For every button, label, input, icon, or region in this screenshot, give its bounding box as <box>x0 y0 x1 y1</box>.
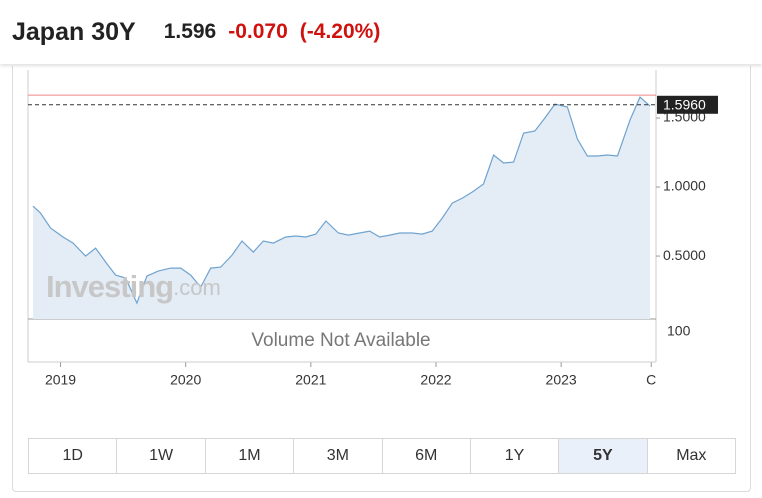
range-button[interactable]: 5Y <box>559 439 648 473</box>
range-button[interactable]: 1M <box>206 439 295 473</box>
watermark: Investing.com <box>46 269 221 304</box>
range-button[interactable]: 1W <box>117 439 206 473</box>
instrument-title: Japan 30Y <box>12 17 136 46</box>
volume-tick-label: 100 <box>667 323 691 339</box>
range-button[interactable]: 3M <box>294 439 383 473</box>
y-tick-label: 0.5000 <box>663 247 706 263</box>
range-button[interactable]: 1Y <box>471 439 560 473</box>
y-tick-label: 1.0000 <box>663 178 706 194</box>
x-tick-label: 2020 <box>170 372 201 388</box>
range-button[interactable]: 6M <box>383 439 471 473</box>
last-price-badge <box>657 95 718 114</box>
x-tick-label: C <box>646 372 656 388</box>
change: -0.070 <box>228 20 288 43</box>
price: 1.596 <box>163 20 217 43</box>
x-tick-label: 2022 <box>420 372 451 388</box>
price-line <box>32 96 651 305</box>
watermark-suffix: .com <box>173 275 221 300</box>
area-fill <box>33 97 650 319</box>
range-buttons: 1D 1W 1M 3M 6M 1Y 5Y Max <box>28 438 736 474</box>
volume-message: Volume Not Available <box>251 330 430 351</box>
x-tick-label: 2023 <box>546 372 577 388</box>
x-tick-label: 2019 <box>45 372 76 388</box>
change-percent: (-4.20%) <box>299 20 381 43</box>
watermark-brand: Investing <box>46 269 173 304</box>
last-price-label: 1.5960 <box>663 96 706 112</box>
header: Japan 30Y 1.596 -0.070 (-4.20%) <box>0 0 762 64</box>
range-button[interactable]: Max <box>676 447 707 464</box>
range-button[interactable]: 1D <box>29 439 118 473</box>
chart-card <box>12 66 751 492</box>
x-tick-label: 2021 <box>295 372 326 388</box>
